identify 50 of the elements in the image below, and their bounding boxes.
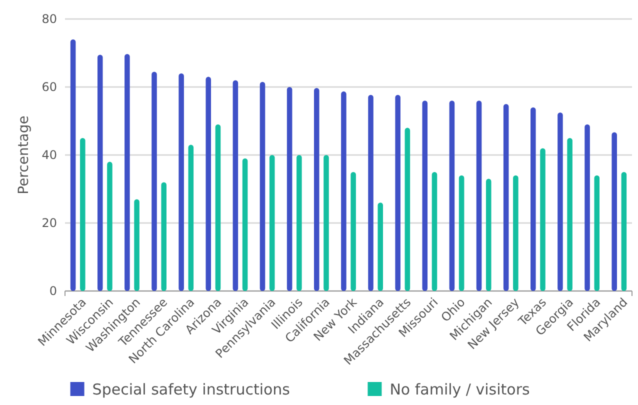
- bar: [584, 124, 590, 291]
- bar: [107, 162, 112, 291]
- bar: [503, 104, 509, 291]
- bar: [260, 82, 266, 291]
- bar: [232, 80, 238, 291]
- bar: [513, 175, 518, 291]
- bar: [378, 202, 384, 291]
- y-tick-label: 40: [42, 148, 57, 162]
- bar: [540, 148, 546, 291]
- bar: [152, 72, 157, 291]
- bar: [486, 178, 492, 291]
- bar: [70, 39, 76, 291]
- bar: [432, 172, 438, 291]
- bar: [530, 107, 536, 291]
- bar: [161, 182, 166, 291]
- bar: [314, 88, 320, 291]
- bar: [449, 100, 455, 291]
- bar: [206, 76, 212, 291]
- y-tick-label: 80: [42, 12, 57, 26]
- bar: [621, 172, 627, 291]
- y-tick-label: 60: [42, 80, 57, 94]
- bar: [124, 54, 130, 291]
- bar: [134, 199, 140, 291]
- legend-label: No family / visitors: [390, 380, 530, 398]
- bar: [269, 155, 275, 291]
- bar: [558, 112, 563, 291]
- bar: [368, 94, 374, 291]
- bar: [341, 91, 346, 291]
- y-tick-label: 0: [49, 284, 57, 298]
- bar: [296, 155, 302, 291]
- bar: [404, 128, 410, 291]
- bar: [612, 132, 617, 291]
- bar: [324, 155, 329, 291]
- bar: [80, 138, 86, 291]
- bar: [215, 124, 221, 291]
- bar: [286, 87, 292, 291]
- bar: [350, 172, 356, 291]
- bar: [242, 158, 248, 291]
- bar: [178, 73, 184, 291]
- bar: [188, 144, 194, 291]
- bar: [458, 175, 464, 291]
- y-tick-label: 20: [42, 216, 57, 230]
- bar: [395, 94, 400, 291]
- bar: [476, 100, 482, 291]
- legend-label: Special safety instructions: [92, 380, 290, 398]
- bar: [97, 54, 103, 291]
- bar: [594, 175, 600, 291]
- bar: [422, 100, 428, 291]
- y-axis-title: Percentage: [16, 116, 32, 194]
- bar: [567, 138, 572, 291]
